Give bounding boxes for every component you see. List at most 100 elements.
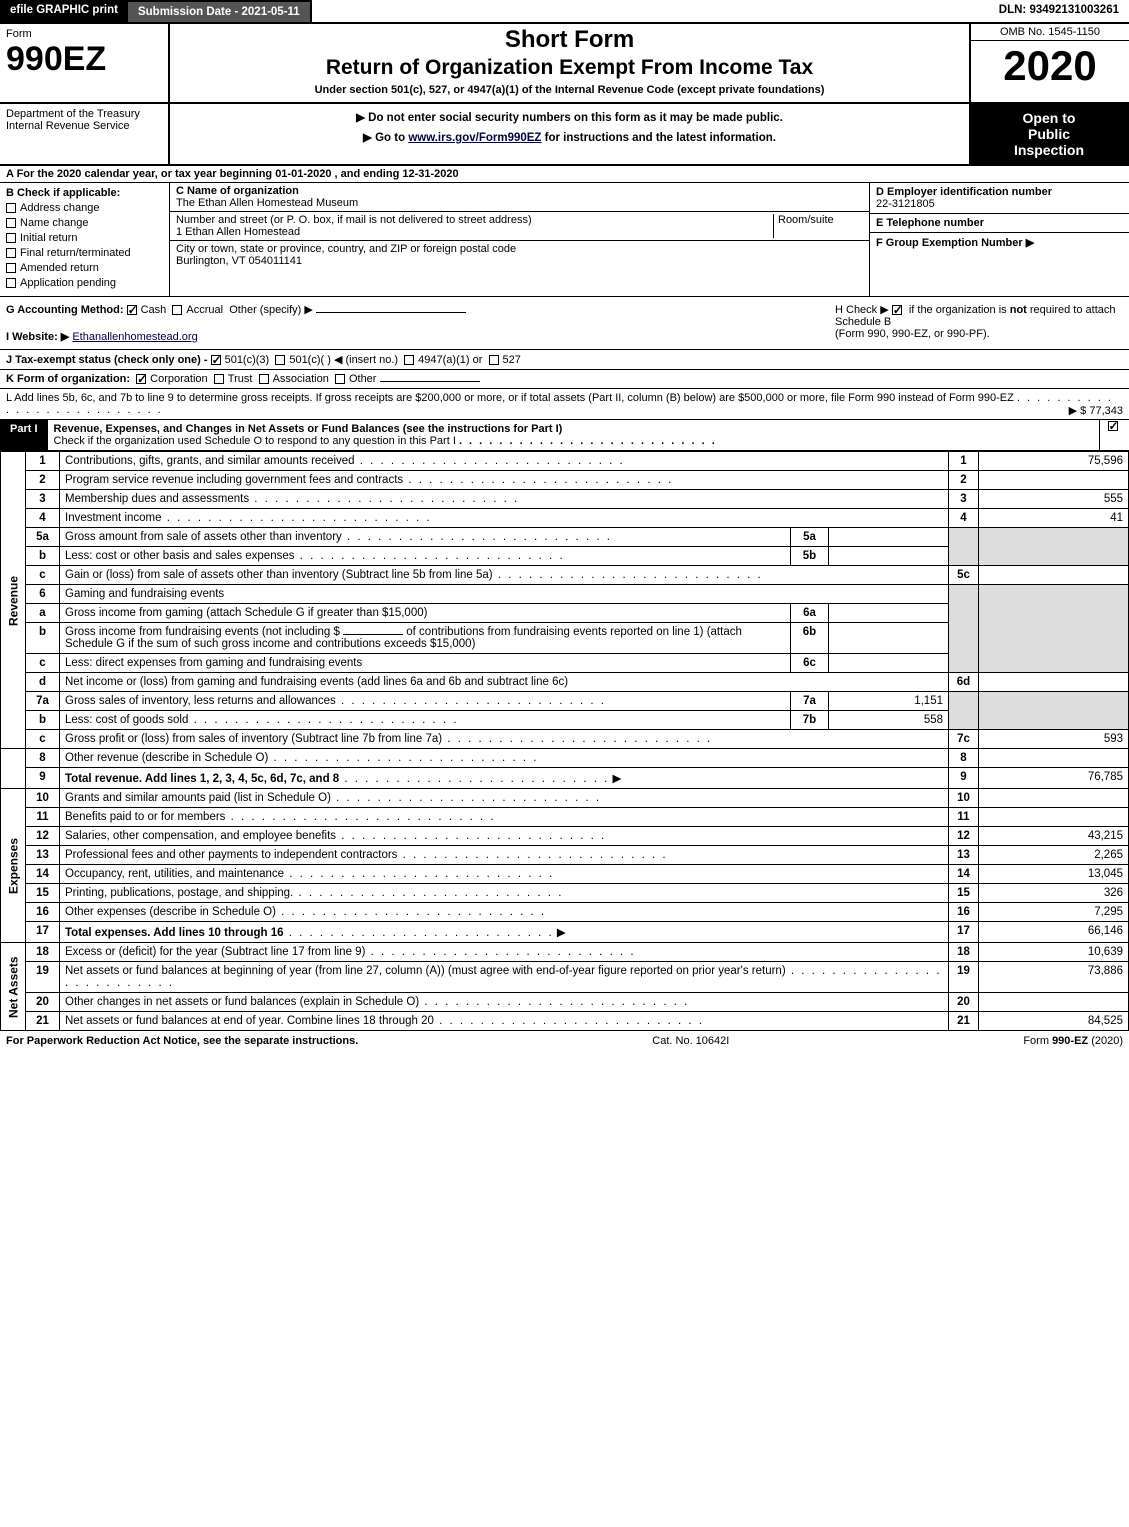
line-9-no: 9	[26, 768, 60, 789]
line-16-desc: Other expenses (describe in Schedule O)	[65, 906, 276, 918]
line-20-desc: Other changes in net assets or fund bala…	[65, 996, 419, 1008]
form-title: Return of Organization Exempt From Incom…	[176, 56, 963, 80]
label-name-change: Name change	[20, 217, 89, 229]
irs-label: Internal Revenue Service	[6, 120, 162, 132]
line-6d-num: 6d	[949, 673, 979, 692]
line-3-val: 555	[979, 490, 1129, 509]
cb-amended-return[interactable]	[6, 263, 16, 273]
line-7c-no: c	[26, 730, 60, 749]
line-6c-sub: 6c	[791, 654, 829, 673]
cb-schedule-o-part1[interactable]	[1108, 421, 1118, 431]
line-6d-desc: Net income or (loss) from gaming and fun…	[60, 673, 949, 692]
line-6b-subval	[829, 623, 949, 654]
line-1-val: 75,596	[979, 452, 1129, 471]
line-13-val: 2,265	[979, 846, 1129, 865]
cb-527[interactable]	[489, 355, 499, 365]
cb-address-change[interactable]	[6, 203, 16, 213]
label-trust: Trust	[228, 373, 253, 385]
cb-association[interactable]	[259, 374, 269, 384]
line-13-no: 13	[26, 846, 60, 865]
label-other-org: Other	[349, 373, 377, 385]
line-4-desc: Investment income	[65, 512, 162, 524]
line-6a-no: a	[26, 604, 60, 623]
org-city: Burlington, VT 054011141	[176, 255, 863, 267]
line-15-num: 15	[949, 884, 979, 903]
cb-corporation[interactable]	[136, 374, 146, 384]
cb-accrual[interactable]	[172, 305, 182, 315]
line-7a-desc: Gross sales of inventory, less returns a…	[65, 695, 336, 707]
other-org-input[interactable]	[380, 381, 480, 382]
line-14-val: 13,045	[979, 865, 1129, 884]
h-text1: H Check ▶	[835, 304, 892, 316]
cb-initial-return[interactable]	[6, 233, 16, 243]
cb-501c[interactable]	[275, 355, 285, 365]
cb-4947[interactable]	[404, 355, 414, 365]
line-14-desc: Occupancy, rent, utilities, and maintena…	[65, 868, 284, 880]
line-20-no: 20	[26, 993, 60, 1012]
form-label: Form	[6, 28, 162, 40]
cb-501c3[interactable]	[211, 355, 221, 365]
dln-label: DLN: 93492131003261	[989, 0, 1129, 22]
side-revenue: Revenue	[1, 452, 26, 749]
line-7b-no: b	[26, 711, 60, 730]
cb-cash[interactable]	[127, 305, 137, 315]
line-2-desc: Program service revenue including govern…	[65, 474, 403, 486]
line-12-desc: Salaries, other compensation, and employ…	[65, 830, 336, 842]
line-20-val	[979, 993, 1129, 1012]
line-21-num: 21	[949, 1012, 979, 1031]
warning-ssn: ▶ Do not enter social security numbers o…	[176, 110, 963, 124]
part1-badge: Part I	[0, 420, 48, 450]
line-12-num: 12	[949, 827, 979, 846]
line-6c-desc: Less: direct expenses from gaming and fu…	[65, 657, 362, 669]
line-6b-sub: 6b	[791, 623, 829, 654]
line-5a-subval	[829, 528, 949, 547]
short-form-label: Short Form	[176, 26, 963, 54]
instructions-link[interactable]: www.irs.gov/Form990EZ	[408, 132, 541, 144]
other-method-input[interactable]	[316, 312, 466, 313]
line-2-no: 2	[26, 471, 60, 490]
line-6b-desc1: Gross income from fundraising events (no…	[65, 626, 343, 638]
line-1-num: 1	[949, 452, 979, 471]
website-link[interactable]: Ethanallenhomestead.org	[72, 331, 197, 343]
cb-application-pending[interactable]	[6, 278, 16, 288]
line-6b-amount-input[interactable]	[343, 634, 403, 635]
line-15-no: 15	[26, 884, 60, 903]
line-7b-subval: 558	[829, 711, 949, 730]
label-initial-return: Initial return	[20, 232, 77, 244]
line-7a-no: 7a	[26, 692, 60, 711]
ein-value: 22-3121805	[876, 198, 1123, 210]
j-label: J Tax-exempt status (check only one) -	[6, 354, 211, 366]
line-11-no: 11	[26, 808, 60, 827]
line-19-val: 73,886	[979, 962, 1129, 993]
label-4947: 4947(a)(1) or	[418, 354, 482, 366]
line-7a-subval: 1,151	[829, 692, 949, 711]
header-second-row: Department of the Treasury Internal Reve…	[0, 104, 1129, 166]
line-17-num: 17	[949, 922, 979, 943]
section-a: A For the 2020 calendar year, or tax yea…	[0, 166, 1129, 183]
line-18-desc: Excess or (deficit) for the year (Subtra…	[65, 946, 365, 958]
line-5c-num: 5c	[949, 566, 979, 585]
cb-final-return[interactable]	[6, 248, 16, 258]
part1-check-text: Check if the organization used Schedule …	[54, 435, 456, 447]
cb-schedule-b-not-required[interactable]	[892, 305, 902, 315]
row-k: K Form of organization: Corporation Trus…	[0, 370, 1129, 389]
warning-goto-post: for instructions and the latest informat…	[545, 132, 776, 144]
line-13-num: 13	[949, 846, 979, 865]
line-3-num: 3	[949, 490, 979, 509]
l-amount: ▶ $ 77,343	[1069, 404, 1123, 417]
g-label: G Accounting Method:	[6, 304, 124, 316]
open-line3: Inspection	[973, 142, 1125, 158]
part1-header-row: Part I Revenue, Expenses, and Changes in…	[0, 420, 1129, 451]
cb-name-change[interactable]	[6, 218, 16, 228]
efile-label[interactable]: efile GRAPHIC print	[0, 0, 128, 22]
line-10-desc: Grants and similar amounts paid (list in…	[65, 792, 331, 804]
line-5b-no: b	[26, 547, 60, 566]
line-4-num: 4	[949, 509, 979, 528]
cb-other-org[interactable]	[335, 374, 345, 384]
label-501c3: 501(c)(3)	[225, 354, 270, 366]
warning-goto-pre: ▶ Go to	[363, 132, 408, 144]
cb-trust[interactable]	[214, 374, 224, 384]
line-5c-no: c	[26, 566, 60, 585]
column-b: B Check if applicable: Address change Na…	[0, 183, 170, 296]
label-501c: 501(c)( ) ◀ (insert no.)	[289, 354, 398, 366]
